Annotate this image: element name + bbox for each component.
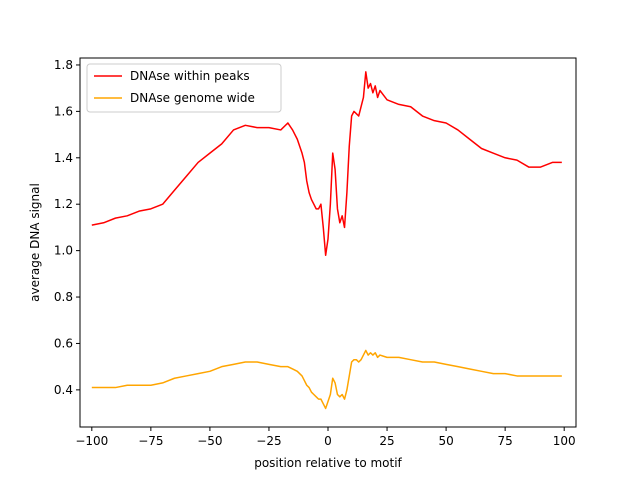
x-tick-label: −100 xyxy=(75,434,108,448)
legend-label-genome: DNAse genome wide xyxy=(130,91,255,105)
x-tick-label: 25 xyxy=(379,434,394,448)
x-axis-ticks: −100 −75 −50 −25 0 25 50 75 100 xyxy=(75,427,576,448)
x-tick-label: −25 xyxy=(256,434,281,448)
y-tick-label: 1.0 xyxy=(54,244,73,258)
legend-label-peaks: DNAse within peaks xyxy=(130,69,250,83)
legend-box xyxy=(86,63,282,113)
y-tick-label: 0.8 xyxy=(54,290,73,304)
x-axis-label: position relative to motif xyxy=(254,456,402,470)
x-tick-label: −50 xyxy=(197,434,222,448)
y-tick-label: 0.6 xyxy=(54,336,73,350)
y-axis-ticks: 0.4 0.6 0.8 1.0 1.2 1.4 1.6 1.8 xyxy=(54,58,80,397)
legend: DNAse within peaks DNAse genome wide xyxy=(86,63,282,113)
plot-lines xyxy=(91,71,562,410)
y-axis-label: average DNA signal xyxy=(28,183,42,302)
x-tick-label: 0 xyxy=(324,434,332,448)
x-tick-label: 50 xyxy=(438,434,453,448)
y-tick-label: 1.4 xyxy=(54,151,73,165)
x-tick-label: −75 xyxy=(138,434,163,448)
y-tick-label: 1.6 xyxy=(54,104,73,118)
x-tick-label: 75 xyxy=(498,434,513,448)
y-tick-label: 1.8 xyxy=(54,58,73,72)
y-tick-label: 0.4 xyxy=(54,383,73,397)
series-line-1 xyxy=(91,349,562,410)
x-tick-label: 100 xyxy=(553,434,576,448)
series-line-0 xyxy=(91,71,562,257)
y-tick-label: 1.2 xyxy=(54,197,73,211)
